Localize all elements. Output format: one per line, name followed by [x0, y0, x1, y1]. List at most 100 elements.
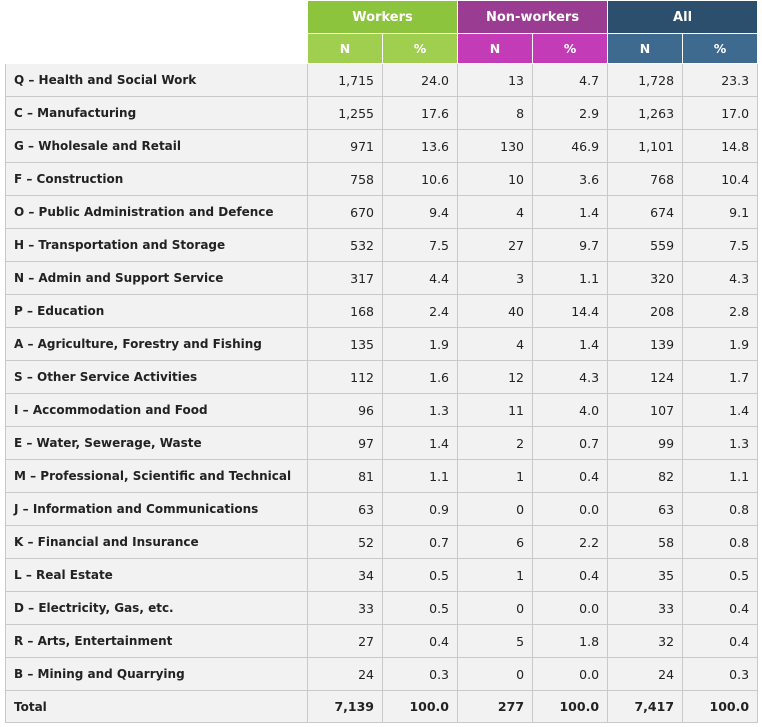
- table-row: J – Information and Communications 63 0.9 0…: [5, 492, 759, 526]
- cell-workers-pct: 24.0: [381, 63, 459, 97]
- cell-all-n: 63: [607, 492, 684, 526]
- header-workers: Workers: [306, 0, 459, 34]
- header-all-n: N: [607, 33, 684, 64]
- cell-non-workers-n: 0: [457, 657, 534, 691]
- row-label: L – Real Estate: [5, 558, 308, 592]
- cell-non-workers-n: 12: [457, 360, 534, 394]
- cell-all-n: 674: [607, 195, 684, 229]
- cell-workers-n: 97: [307, 426, 383, 460]
- cell-workers-pct: 2.4: [381, 294, 459, 328]
- cell-workers-pct: 1.9: [381, 327, 459, 361]
- cell-workers-n: 317: [307, 261, 383, 295]
- row-label: I – Accommodation and Food: [5, 393, 308, 427]
- table-row: R – Arts, Entertainment 27 0.4 5 1.8 32 0.4: [5, 624, 759, 658]
- row-label: A – Agriculture, Forestry and Fishing: [5, 327, 308, 361]
- cell-workers-pct: 0.5: [381, 558, 459, 592]
- cell-all-n: 24: [607, 657, 684, 691]
- cell-workers-n: 1,255: [307, 96, 383, 130]
- row-label: R – Arts, Entertainment: [5, 624, 308, 658]
- row-label: B – Mining and Quarrying: [5, 657, 308, 691]
- cell-all-n: 35: [607, 558, 684, 592]
- cell-workers-pct: 1.6: [381, 360, 459, 394]
- cell-workers-pct: 0.3: [381, 657, 459, 691]
- cell-workers-pct: 0.7: [381, 525, 459, 559]
- header-non-workers-pct: %: [532, 33, 609, 64]
- cell-non-workers-pct: 0.7: [532, 426, 609, 460]
- cell-non-workers-n: 11: [457, 393, 534, 427]
- header-non-workers: Non-workers: [457, 0, 609, 34]
- total-row: Total 7,139 100.0 277 100.0 7,417 100.0: [5, 690, 759, 723]
- cell-all-pct: 0.8: [682, 525, 759, 559]
- cell-all-pct: 2.8: [682, 294, 759, 328]
- cell-non-workers-n: 1: [457, 558, 534, 592]
- cell-all-n: 139: [607, 327, 684, 361]
- table-row: K – Financial and Insurance 52 0.7 6 2.2 58 0.…: [5, 525, 759, 559]
- table-row: L – Real Estate 34 0.5 1 0.4 35 0.5: [5, 558, 759, 592]
- cell-all-n: 58: [607, 525, 684, 559]
- table-row: G – Wholesale and Retail 971 13.6 130 46.9 1,…: [5, 129, 759, 163]
- cell-non-workers-pct: 14.4: [532, 294, 609, 328]
- cell-non-workers-pct: 100.0: [532, 690, 609, 723]
- cell-non-workers-pct: 1.8: [532, 624, 609, 658]
- header-all-pct: %: [682, 33, 759, 64]
- cell-non-workers-n: 5: [457, 624, 534, 658]
- cell-workers-pct: 100.0: [381, 690, 459, 723]
- cell-all-n: 1,728: [607, 63, 684, 97]
- table-row: B – Mining and Quarrying 24 0.3 0 0.0 24 0.3: [5, 657, 759, 691]
- cell-non-workers-n: 0: [457, 591, 534, 625]
- table-row: A – Agriculture, Forestry and Fishing 135…: [5, 327, 759, 361]
- row-label: N – Admin and Support Service: [5, 261, 308, 295]
- cell-workers-n: 7,139: [307, 690, 383, 723]
- cell-all-pct: 0.4: [682, 591, 759, 625]
- cell-non-workers-n: 10: [457, 162, 534, 196]
- cell-non-workers-pct: 2.9: [532, 96, 609, 130]
- table-row: N – Admin and Support Service 317 4.4 3 1.1 3…: [5, 261, 759, 295]
- cell-all-n: 99: [607, 426, 684, 460]
- cell-workers-n: 63: [307, 492, 383, 526]
- cell-non-workers-pct: 9.7: [532, 228, 609, 262]
- cell-all-n: 320: [607, 261, 684, 295]
- cell-non-workers-pct: 4.0: [532, 393, 609, 427]
- cell-non-workers-n: 0: [457, 492, 534, 526]
- cell-non-workers-pct: 0.0: [532, 591, 609, 625]
- cell-non-workers-n: 27: [457, 228, 534, 262]
- cell-non-workers-pct: 4.3: [532, 360, 609, 394]
- cell-all-pct: 7.5: [682, 228, 759, 262]
- row-label: F – Construction: [5, 162, 308, 196]
- cell-all-n: 107: [607, 393, 684, 427]
- cell-all-n: 82: [607, 459, 684, 493]
- cell-all-pct: 14.8: [682, 129, 759, 163]
- cell-workers-n: 24: [307, 657, 383, 691]
- cell-workers-pct: 0.9: [381, 492, 459, 526]
- table-row: C – Manufacturing 1,255 17.6 8 2.9 1,263 17.0: [5, 96, 759, 130]
- row-label: H – Transportation and Storage: [5, 228, 308, 262]
- cell-non-workers-n: 4: [457, 327, 534, 361]
- cell-all-pct: 100.0: [682, 690, 759, 723]
- cell-all-pct: 0.5: [682, 558, 759, 592]
- cell-workers-pct: 4.4: [381, 261, 459, 295]
- table-body: Q – Health and Social Work 1,715 24.0 13 4.7…: [5, 63, 759, 723]
- cell-workers-n: 96: [307, 393, 383, 427]
- cell-workers-pct: 17.6: [381, 96, 459, 130]
- cell-workers-n: 532: [307, 228, 383, 262]
- cell-all-pct: 9.1: [682, 195, 759, 229]
- cell-workers-n: 971: [307, 129, 383, 163]
- cell-workers-n: 135: [307, 327, 383, 361]
- cell-all-pct: 0.8: [682, 492, 759, 526]
- cell-workers-n: 33: [307, 591, 383, 625]
- cell-all-n: 33: [607, 591, 684, 625]
- cell-all-pct: 0.4: [682, 624, 759, 658]
- table-row: O – Public Administration and Defence 670…: [5, 195, 759, 229]
- cell-non-workers-pct: 0.4: [532, 459, 609, 493]
- industry-table: Workers Non-workers All N % N % N % Q – …: [5, 0, 759, 723]
- cell-non-workers-pct: 0.0: [532, 492, 609, 526]
- row-label: S – Other Service Activities: [5, 360, 308, 394]
- header-group-row: Workers Non-workers All: [5, 0, 759, 64]
- row-label: O – Public Administration and Defence: [5, 195, 308, 229]
- cell-workers-pct: 10.6: [381, 162, 459, 196]
- cell-workers-n: 27: [307, 624, 383, 658]
- cell-non-workers-pct: 46.9: [532, 129, 609, 163]
- row-label: C – Manufacturing: [5, 96, 308, 130]
- cell-all-n: 124: [607, 360, 684, 394]
- cell-non-workers-n: 40: [457, 294, 534, 328]
